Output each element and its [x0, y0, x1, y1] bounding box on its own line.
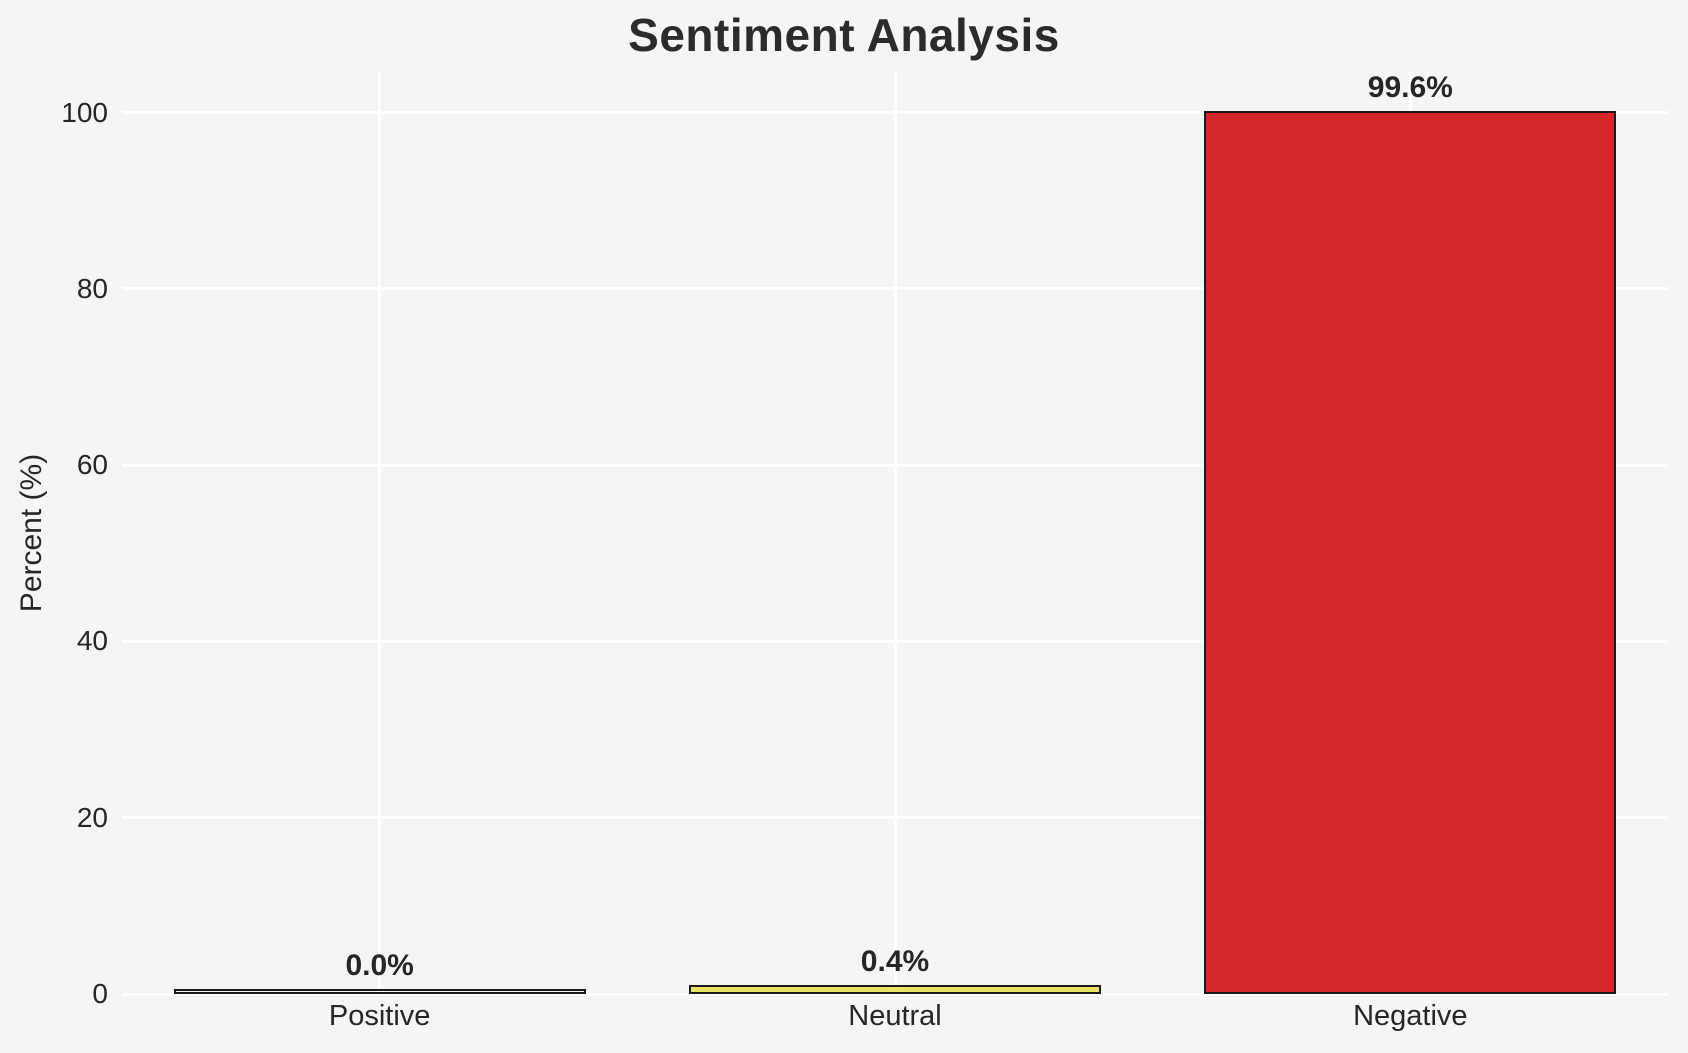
y-axis-ticks: 0 20 40 60 80 100	[0, 72, 108, 1009]
bar-neutral	[688, 985, 1102, 994]
y-tick-label: 20	[76, 801, 108, 833]
x-tick-label: Neutral	[848, 1000, 942, 1032]
y-tick-label: 60	[76, 449, 108, 481]
bar-positive	[173, 989, 586, 994]
bar-value-label: 0.0%	[345, 949, 414, 982]
gridline-vertical	[378, 72, 382, 994]
chart-title: Sentiment Analysis	[628, 9, 1060, 61]
y-tick-label: 80	[76, 272, 108, 304]
x-tick-label: Positive	[328, 1000, 431, 1032]
plot-area: 0.0% 0.4% 99.6%	[122, 71, 1668, 996]
y-tick-label: 100	[61, 96, 108, 128]
gridline-vertical	[893, 72, 897, 994]
bar-negative	[1204, 111, 1617, 994]
bar-value-label: 0.4%	[860, 945, 930, 979]
y-tick-label: 0	[92, 978, 108, 1009]
bar-value-label: 99.6%	[1367, 71, 1453, 105]
y-tick-label: 40	[76, 625, 108, 657]
gridline-horizontal	[122, 992, 1668, 996]
x-tick-label: Negative	[1353, 1000, 1468, 1032]
